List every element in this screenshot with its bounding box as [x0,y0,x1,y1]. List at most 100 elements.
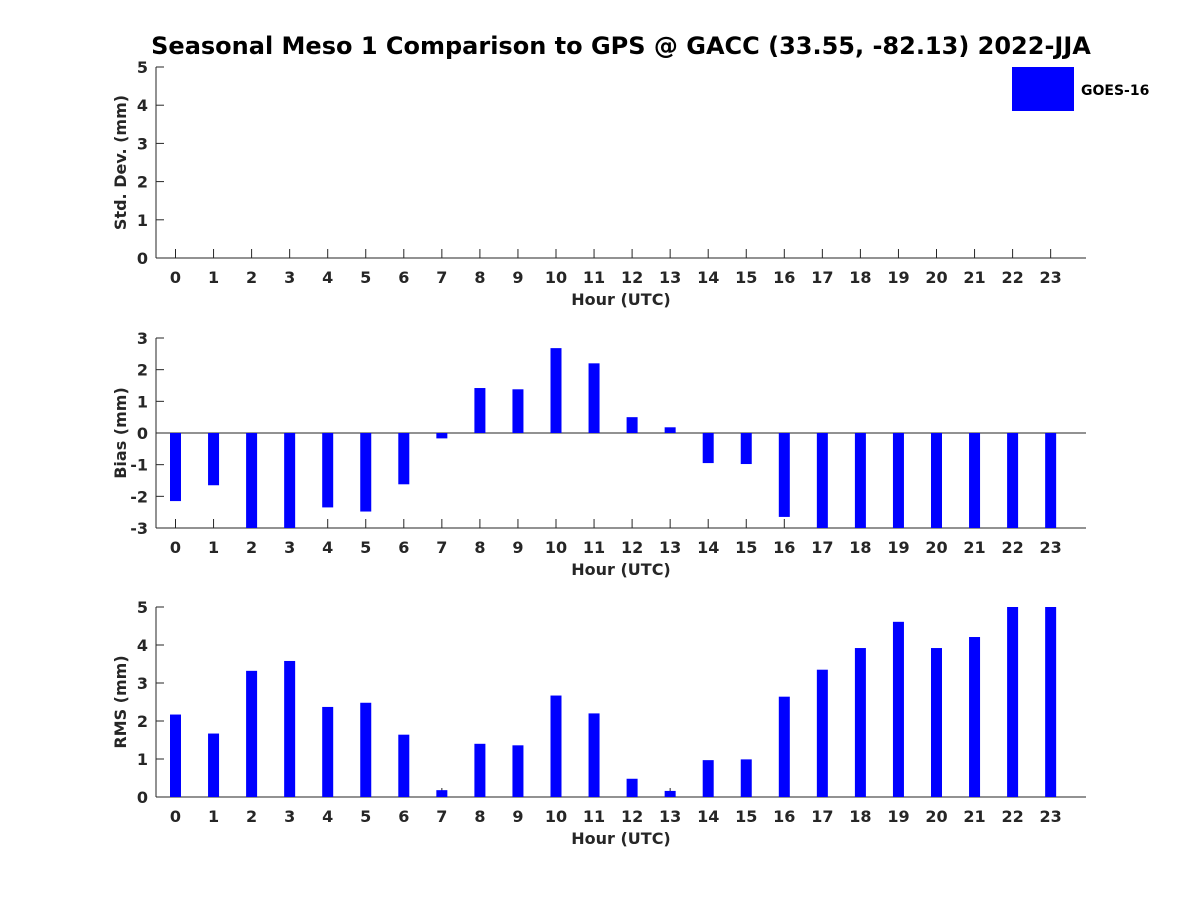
bias-x-tick-label: 9 [512,538,523,557]
rms-bar-hour-20 [931,648,942,797]
stddev-y-tick-label: 3 [137,134,148,153]
legend-swatch [1012,67,1074,111]
rms-x-tick-label: 20 [925,807,947,826]
rms-bar-hour-0 [170,714,181,797]
stddev-x-tick-label: 1 [208,268,219,287]
stddev-x-tick-label: 14 [697,268,719,287]
bias-bar-hour-14 [702,433,714,464]
stddev-y-tick-label: 1 [137,211,148,230]
stddev-x-tick-label: 19 [887,268,909,287]
bias-bar-hour-23 [1045,433,1057,528]
bias-bar-hour-10 [550,348,562,433]
stddev-x-tick-label: 3 [284,268,295,287]
bias-bar-hour-15 [740,433,752,465]
rms-bar-hour-11 [588,713,600,797]
bias-x-tick-label: 0 [170,538,181,557]
bias-bar-hour-6 [398,433,410,485]
stddev-x-tick-label: 15 [735,268,757,287]
rms-y-tick-label: 1 [137,750,148,769]
rms-x-tick-label: 14 [697,807,719,826]
bias-bar-hour-8 [474,388,486,433]
rms-bar-hour-14 [702,760,714,797]
rms-x-tick-label: 7 [436,807,447,826]
rms-y-tick-label: 4 [137,636,148,655]
bias-bar-hour-3 [284,433,296,528]
legend-label: GOES-16 [1081,83,1149,99]
bias-y-tick-label: 2 [137,361,148,380]
bias-bar-hour-0 [170,433,181,502]
bias-bar-hour-9 [512,389,524,433]
rms-x-tick-label: 17 [811,807,833,826]
bias-x-tick-label: 11 [583,538,605,557]
stddev-x-tick-label: 20 [925,268,947,287]
bias-bar-hour-16 [778,433,790,517]
stddev-x-tick-label: 22 [1001,268,1023,287]
rms-y-axis-label: RMS (mm) [111,655,130,748]
stddev-x-tick-label: 18 [849,268,871,287]
stddev-x-tick-label: 17 [811,268,833,287]
rms-bar-hour-1 [208,733,220,797]
bias-bar-hour-21 [969,433,981,528]
rms-x-tick-label: 21 [963,807,985,826]
stddev-x-tick-label: 21 [963,268,985,287]
stddev-y-tick-label: 5 [137,58,148,77]
rms-x-tick-label: 15 [735,807,757,826]
bias-bar-hour-2 [246,433,258,528]
bias-y-tick-label: 0 [137,424,148,443]
bias-x-tick-label: 8 [474,538,485,557]
bias-x-tick-label: 20 [925,538,947,557]
stddev-x-axis-label: Hour (UTC) [571,290,671,309]
rms-y-tick-label: 5 [137,598,148,617]
bias-bar-hour-7 [436,433,448,439]
bias-x-tick-label: 17 [811,538,833,557]
stddev-x-tick-label: 16 [773,268,795,287]
bias-x-tick-label: 6 [398,538,409,557]
bias-bar-hour-20 [931,433,942,528]
bias-y-axis-label: Bias (mm) [111,387,130,479]
stddev-x-tick-label: 9 [512,268,523,287]
bias-x-axis-label: Hour (UTC) [571,560,671,579]
rms-x-tick-label: 1 [208,807,219,826]
stddev-y-tick-label: 2 [137,173,148,192]
bias-x-tick-label: 10 [545,538,567,557]
bias-bar-hour-19 [892,433,904,528]
rms-bar-hour-8 [474,743,486,797]
rms-bar-hour-19 [892,621,904,797]
bias-x-tick-label: 14 [697,538,719,557]
rms-bar-hour-4 [322,706,334,797]
stddev-y-tick-label: 4 [137,96,148,115]
rms-y-tick-label: 2 [137,712,148,731]
rms-x-tick-label: 12 [621,807,643,826]
bias-x-tick-label: 15 [735,538,757,557]
bias-x-tick-label: 22 [1001,538,1023,557]
stddev-x-tick-label: 8 [474,268,485,287]
chart-title: Seasonal Meso 1 Comparison to GPS @ GACC… [151,32,1091,60]
rms-bar-hour-2 [246,670,258,797]
stddev-x-tick-label: 13 [659,268,681,287]
rms-bar-hour-17 [816,669,828,797]
rms-bar-hour-9 [512,745,524,797]
stddev-x-tick-label: 23 [1040,268,1062,287]
stddev-x-tick-label: 5 [360,268,371,287]
stddev-x-tick-label: 7 [436,268,447,287]
stddev-x-tick-label: 4 [322,268,333,287]
bias-bar-hour-5 [360,433,372,512]
rms-x-tick-label: 8 [474,807,485,826]
bias-bar-hour-18 [854,433,866,528]
stddev-x-tick-label: 2 [246,268,257,287]
rms-bar-hour-15 [740,759,752,797]
rms-x-tick-label: 5 [360,807,371,826]
rms-x-tick-label: 6 [398,807,409,826]
rms-bar-hour-23 [1045,607,1057,797]
rms-x-tick-label: 11 [583,807,605,826]
bias-x-tick-label: 3 [284,538,295,557]
rms-bar-hour-7 [436,790,448,797]
stddev-x-tick-label: 6 [398,268,409,287]
rms-x-tick-label: 4 [322,807,333,826]
stddev-x-tick-label: 12 [621,268,643,287]
rms-x-tick-label: 16 [773,807,795,826]
bias-y-tick-label: -3 [130,519,148,538]
